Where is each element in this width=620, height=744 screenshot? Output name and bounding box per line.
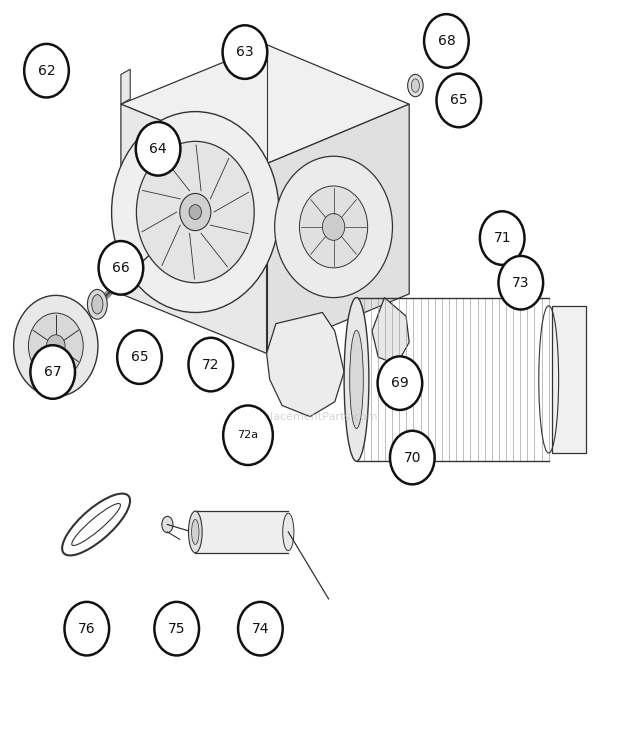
Ellipse shape (87, 289, 107, 319)
Circle shape (238, 602, 283, 655)
Circle shape (275, 156, 392, 298)
Circle shape (189, 205, 202, 219)
Text: 67: 67 (44, 365, 61, 379)
Circle shape (480, 211, 525, 265)
Text: 70: 70 (404, 451, 421, 464)
Text: 69: 69 (391, 376, 409, 390)
Ellipse shape (412, 79, 419, 92)
Text: 62: 62 (38, 64, 55, 77)
Ellipse shape (162, 516, 173, 533)
Text: 63: 63 (236, 45, 254, 59)
Circle shape (64, 602, 109, 655)
Ellipse shape (92, 295, 103, 314)
Polygon shape (121, 69, 130, 104)
Text: 73: 73 (512, 276, 529, 289)
Ellipse shape (283, 513, 294, 551)
Polygon shape (121, 45, 409, 164)
Ellipse shape (188, 511, 202, 553)
Text: 71: 71 (494, 231, 511, 245)
Text: 68: 68 (438, 34, 455, 48)
Ellipse shape (350, 330, 363, 429)
Circle shape (390, 431, 435, 484)
Polygon shape (372, 298, 409, 365)
Circle shape (117, 330, 162, 384)
Text: eReplacementParts.com: eReplacementParts.com (242, 411, 378, 422)
Text: 64: 64 (149, 142, 167, 155)
Circle shape (14, 295, 98, 397)
Circle shape (299, 186, 368, 268)
Text: 72a: 72a (237, 430, 259, 440)
Circle shape (498, 256, 543, 310)
Circle shape (112, 112, 279, 312)
Circle shape (378, 356, 422, 410)
Text: 74: 74 (252, 622, 269, 635)
Text: 75: 75 (168, 622, 185, 635)
Ellipse shape (408, 74, 423, 97)
Text: 66: 66 (112, 261, 130, 275)
FancyBboxPatch shape (552, 306, 586, 453)
Circle shape (154, 602, 199, 655)
Circle shape (99, 241, 143, 295)
Circle shape (30, 345, 75, 399)
Circle shape (180, 193, 211, 231)
Text: 65: 65 (131, 350, 148, 364)
Bar (195, 511, 288, 553)
Circle shape (188, 338, 233, 391)
Circle shape (136, 141, 254, 283)
Circle shape (29, 313, 83, 379)
Ellipse shape (72, 504, 120, 545)
Circle shape (322, 214, 345, 240)
Circle shape (223, 405, 273, 465)
Polygon shape (267, 104, 409, 353)
Ellipse shape (344, 298, 369, 461)
Text: 72: 72 (202, 358, 219, 371)
Circle shape (436, 74, 481, 127)
Polygon shape (267, 312, 344, 417)
Ellipse shape (192, 519, 199, 545)
Circle shape (424, 14, 469, 68)
Text: 76: 76 (78, 622, 95, 635)
Polygon shape (121, 104, 267, 353)
Text: 65: 65 (450, 94, 467, 107)
Circle shape (223, 25, 267, 79)
Circle shape (46, 335, 65, 357)
Circle shape (24, 44, 69, 97)
Circle shape (136, 122, 180, 176)
